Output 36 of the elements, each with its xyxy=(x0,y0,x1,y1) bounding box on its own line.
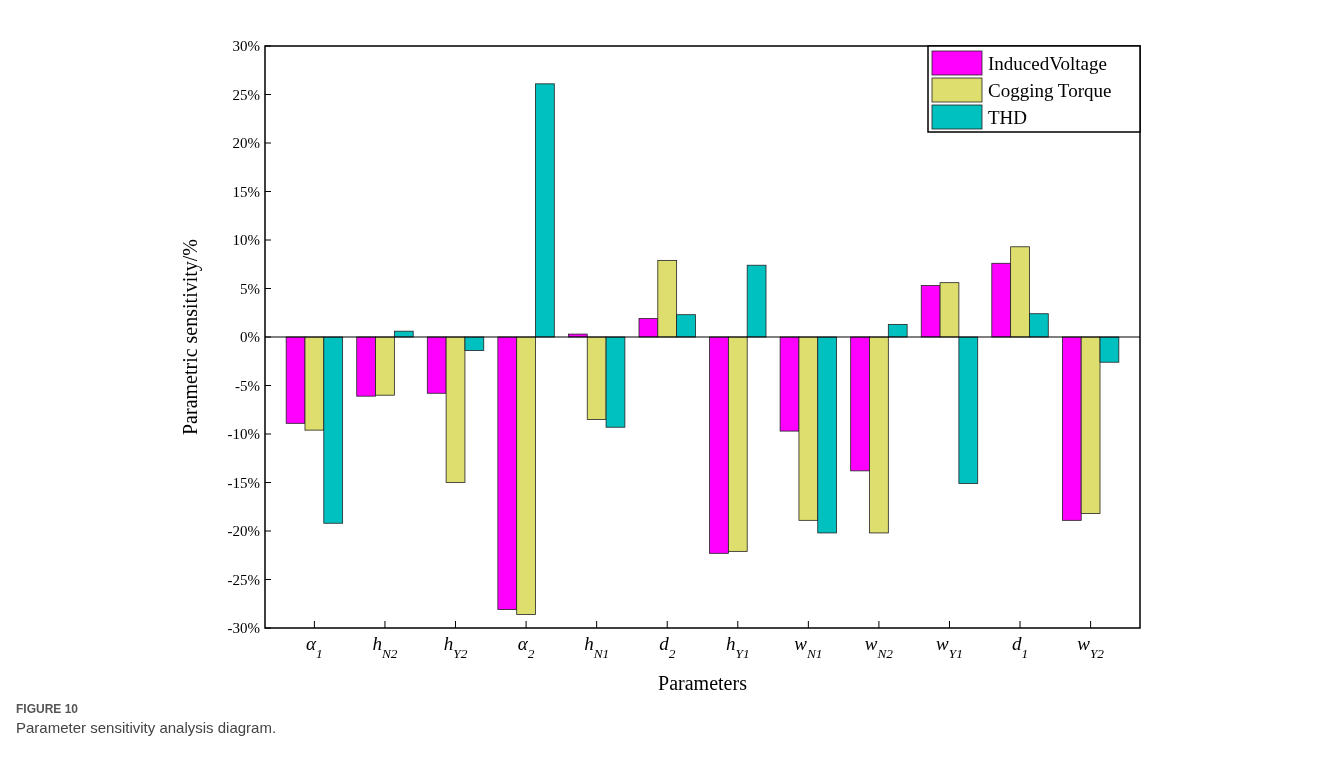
y-tick-label: -5% xyxy=(235,377,260,394)
x-tick-label: w$_{N2}$ xyxy=(864,633,894,661)
x-tick-label: α$_{2}$ xyxy=(517,633,535,661)
y-axis-title: Parametric sensitivity/% xyxy=(179,238,202,436)
y-tick-label: 5% xyxy=(240,280,260,297)
x-tick-label: w$_{Y1}$ xyxy=(936,633,963,661)
x-tick-label: d$_{2}$ xyxy=(659,633,676,661)
x-tick-label: h$_{N2}$ xyxy=(372,633,398,661)
y-tick-label: 15% xyxy=(232,183,260,200)
y-tick-label: 10% xyxy=(232,232,260,249)
x-tick-label: h$_{Y1}$ xyxy=(726,633,750,661)
x-tick-label: α$_{1}$ xyxy=(306,633,323,661)
caption: FIGURE 10 xyxy=(16,702,79,716)
y-tick-label: -30% xyxy=(227,620,260,637)
y-tick-label: -10% xyxy=(227,426,260,443)
bar xyxy=(746,264,767,338)
bar xyxy=(887,323,908,338)
x-tick-label: d$_{1}$ xyxy=(1011,633,1029,661)
y-tick-label: -15% xyxy=(227,474,260,491)
x-axis-title: Parameters xyxy=(658,672,748,694)
y-tick-label: -25% xyxy=(227,571,260,588)
x-tick-label: w$_{Y2}$ xyxy=(1077,633,1105,661)
y-tick-label: -20% xyxy=(227,523,260,540)
x-tick-label: w$_{N1}$ xyxy=(794,633,823,661)
y-tick-label: 20% xyxy=(232,135,260,152)
legend-label: THD xyxy=(988,106,1028,128)
x-tick-label: h$_{N1}$ xyxy=(584,633,610,661)
y-tick-label: 0% xyxy=(240,329,260,346)
x-tick-label: h$_{Y2}$ xyxy=(443,633,468,661)
bar xyxy=(535,83,555,338)
text: Parameter sensitivity analysis diagram. xyxy=(16,719,277,736)
bar xyxy=(958,336,979,484)
y-tick-label: 30% xyxy=(232,38,260,55)
legend-label: Cogging Torque xyxy=(988,79,1112,101)
legend-label: InducedVoltage xyxy=(988,52,1107,74)
y-tick-label: 25% xyxy=(232,86,260,103)
